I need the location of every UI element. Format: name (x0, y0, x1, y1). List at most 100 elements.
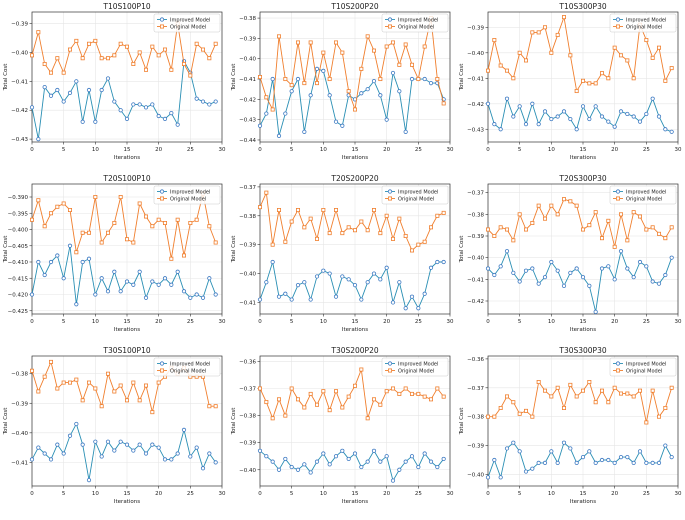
data-point-original (498, 63, 503, 68)
data-point-improved (143, 105, 149, 110)
y-tick-label: −0.39 (467, 444, 484, 450)
data-point-improved (384, 265, 389, 270)
x-tick-label: 20 (155, 147, 162, 153)
data-point-original (384, 213, 389, 218)
y-tick-label: −0.37 (467, 386, 484, 392)
data-point-original (536, 30, 541, 35)
data-point-original (403, 234, 408, 239)
data-point-original (143, 214, 148, 219)
series-line-improved (487, 249, 673, 312)
x-tick-label: 20 (611, 319, 618, 325)
y-tick-label: −0.44 (239, 138, 256, 144)
data-point-improved (283, 456, 288, 462)
data-point-original (188, 221, 193, 226)
data-point-improved (327, 271, 332, 276)
data-point-improved (93, 119, 98, 124)
data-point-original (143, 67, 148, 72)
chart-title: T20S200P20 (330, 174, 378, 183)
legend-label-original: Original Model (626, 196, 662, 202)
chart-title: T10S100P10 (102, 2, 150, 11)
data-point-improved (428, 80, 434, 86)
data-point-improved (390, 300, 396, 305)
x-axis-label: Iterations (342, 155, 368, 161)
legend-label-original: Original Model (626, 368, 662, 374)
x-tick-label: 10 (548, 147, 555, 153)
chart-panel: T10S200P20 0 5 10 15 20 25 30 −0.38 −0.39 −0.40 −0.… (228, 0, 456, 176)
data-point-improved (42, 272, 47, 278)
data-point-original (378, 402, 383, 407)
data-point-original (112, 389, 117, 394)
data-point-original (650, 388, 655, 393)
data-point-improved (625, 111, 630, 117)
data-point-improved (498, 475, 503, 480)
data-point-improved (650, 96, 655, 101)
data-point-original (650, 225, 655, 230)
data-point-improved (568, 116, 573, 122)
y-tick-label: −0.405 (8, 244, 29, 250)
data-point-improved (321, 68, 326, 74)
x-tick-label: 5 (518, 491, 522, 497)
data-point-original (277, 34, 282, 39)
legend-label-improved: Improved Model (170, 189, 210, 195)
legend-box (609, 13, 677, 33)
x-tick-label: 20 (155, 319, 162, 325)
data-point-original (403, 42, 408, 47)
data-point-improved (327, 93, 332, 98)
data-point-improved (283, 111, 288, 116)
data-point-improved (207, 102, 212, 107)
legend-marker-improved (159, 17, 165, 22)
data-point-original (492, 414, 497, 419)
legend-label-original: Original Model (398, 368, 434, 374)
x-tick-label: 0 (486, 147, 490, 153)
data-point-improved (428, 265, 434, 270)
data-point-original (93, 386, 98, 391)
legend-marker-improved (387, 189, 393, 194)
data-point-original (612, 385, 617, 390)
data-point-improved (568, 446, 573, 451)
x-tick-label: 0 (258, 147, 262, 153)
y-tick-label: −0.40 (467, 472, 484, 478)
data-point-original (549, 394, 554, 399)
data-point-improved (308, 93, 313, 98)
legend-marker-improved (159, 189, 165, 194)
y-tick-label: −0.37 (239, 185, 256, 191)
data-point-original (321, 208, 326, 213)
data-point-improved (333, 454, 339, 459)
data-point-improved (422, 76, 427, 82)
data-point-original (599, 71, 604, 76)
x-tick-label: 5 (62, 319, 66, 325)
data-point-original (36, 198, 41, 203)
data-point-original (669, 66, 674, 71)
data-point-original (99, 240, 104, 245)
data-point-improved (112, 99, 117, 104)
data-point-improved (321, 268, 326, 273)
data-point-improved (156, 113, 161, 119)
data-point-improved (403, 129, 408, 134)
chart-panel: T20S300P30 0 5 10 15 20 25 30 −0.37 −0.38 −0.39 −0.… (456, 172, 684, 348)
data-point-improved (150, 279, 155, 284)
data-point-improved (162, 276, 168, 281)
data-point-improved (270, 76, 275, 82)
data-point-improved (314, 274, 320, 279)
data-point-original (289, 83, 294, 88)
data-point-improved (80, 442, 85, 447)
data-point-improved (200, 99, 206, 104)
data-point-original (441, 101, 446, 106)
data-point-original (74, 38, 79, 43)
data-point-improved (295, 283, 301, 288)
data-point-improved (656, 281, 662, 286)
y-axis-label: Total Cost (231, 235, 237, 264)
data-point-improved (612, 277, 617, 282)
data-point-original (384, 389, 389, 394)
data-point-improved (536, 281, 541, 286)
data-point-original (289, 386, 294, 391)
legend-label-improved: Improved Model (626, 361, 666, 367)
data-point-original (42, 62, 47, 67)
data-point-original (511, 400, 516, 405)
chart-svg: T10S300P30 0 5 10 15 20 25 30 −0.39 −0.40 −0.41 −0.… (459, 2, 682, 161)
data-point-original (289, 219, 294, 224)
x-tick-label: 0 (258, 319, 262, 325)
data-point-improved (264, 111, 269, 116)
data-point-original (390, 236, 395, 241)
data-point-original (131, 240, 136, 245)
